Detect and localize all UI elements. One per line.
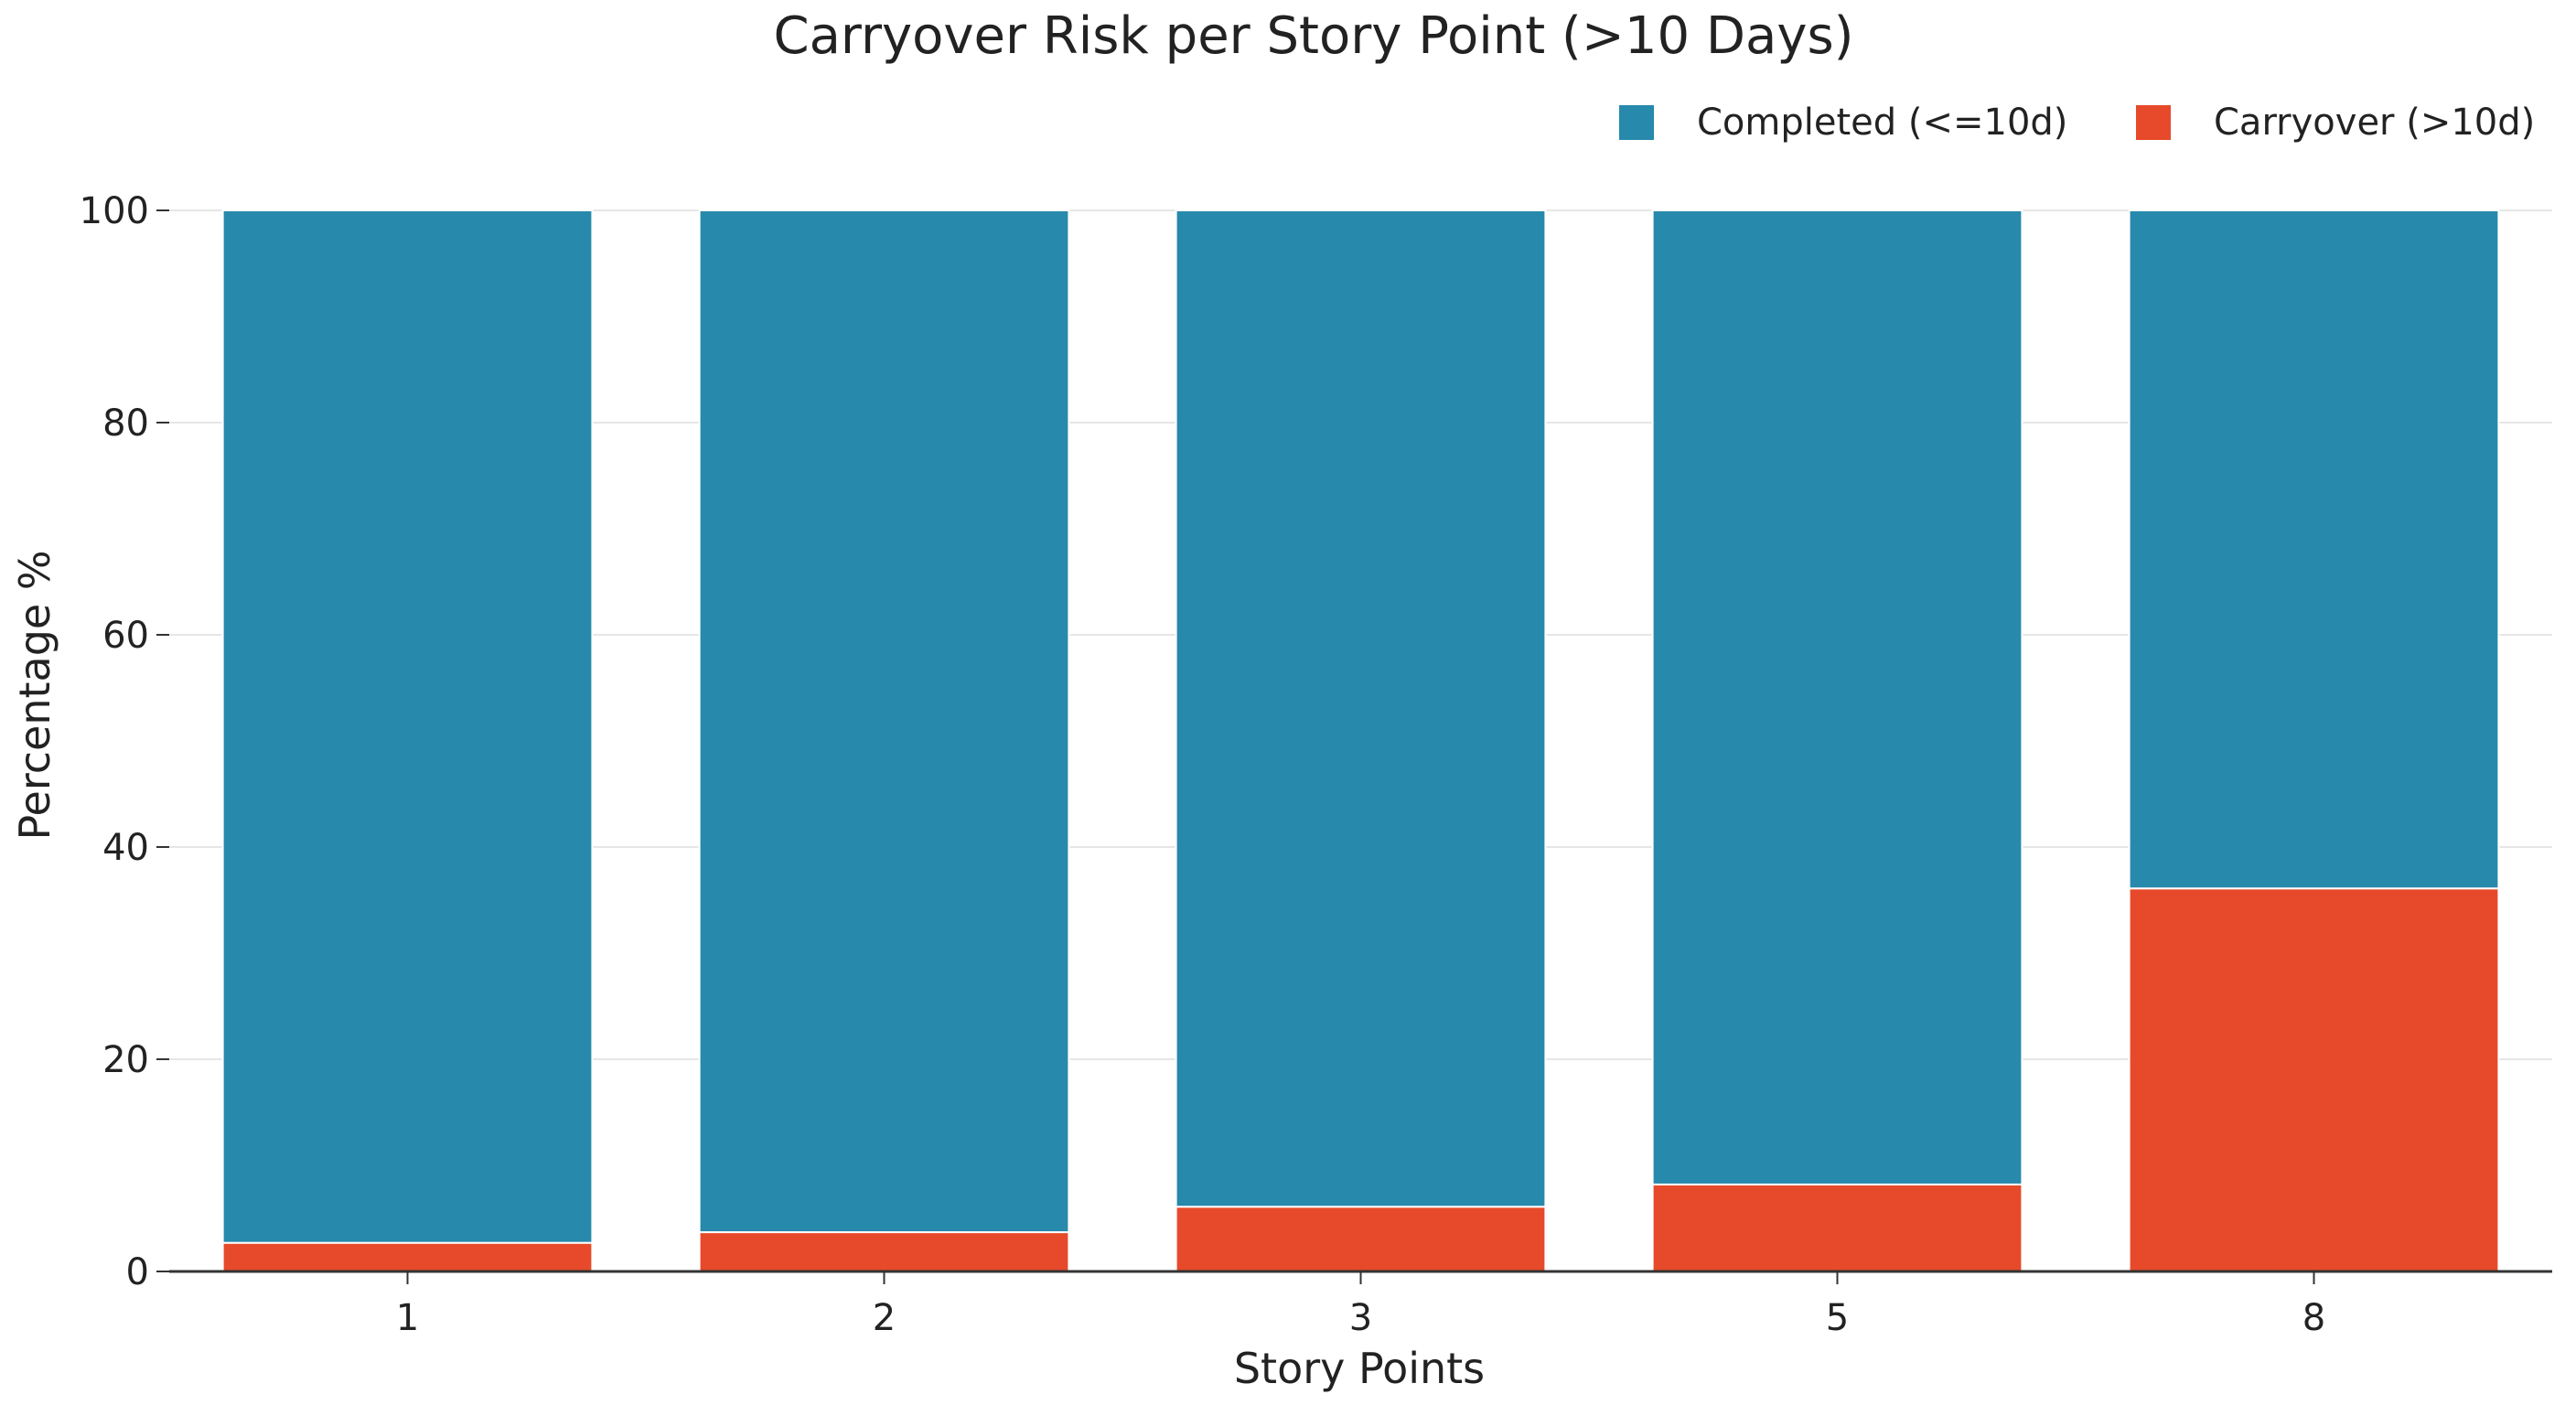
bar-completed-2 bbox=[698, 209, 1070, 1234]
x-axis-ticks: 1 2 3 5 8 bbox=[396, 1271, 2325, 1339]
x-tick-label: 2 bbox=[873, 1297, 896, 1339]
legend: Completed (<=10d) Carryover (>10d) bbox=[1619, 102, 2535, 144]
bar-carryover-1 bbox=[221, 1241, 594, 1273]
bar-carryover-8 bbox=[2128, 887, 2500, 1272]
y-tick-label: 60 bbox=[102, 615, 149, 657]
bar-completed-1 bbox=[221, 209, 594, 1244]
y-tick-label: 20 bbox=[102, 1039, 149, 1081]
y-tick-label: 40 bbox=[102, 827, 149, 869]
legend-label-completed: Completed (<=10d) bbox=[1697, 102, 2067, 144]
bar-completed-8 bbox=[2128, 209, 2500, 890]
bars bbox=[221, 209, 2500, 1273]
chart-title: Carryover Risk per Story Point (>10 Days… bbox=[773, 6, 1853, 66]
y-tick-label: 80 bbox=[102, 402, 149, 445]
y-tick-label: 100 bbox=[80, 190, 149, 232]
bar-carryover-2 bbox=[698, 1231, 1070, 1272]
y-tick-label: 0 bbox=[126, 1251, 149, 1293]
y-axis-label: Percentage % bbox=[10, 550, 59, 840]
x-axis-label: Story Points bbox=[1234, 1344, 1485, 1393]
x-tick-label: 5 bbox=[1826, 1297, 1849, 1339]
bar-completed-5 bbox=[1651, 209, 2023, 1185]
x-tick-label: 3 bbox=[1349, 1297, 1372, 1339]
legend-swatch-completed bbox=[1619, 105, 1654, 140]
bar-carryover-3 bbox=[1175, 1206, 1547, 1272]
legend-swatch-carryover bbox=[2136, 105, 2171, 140]
y-axis-ticks: 0 20 40 60 80 100 bbox=[80, 190, 169, 1293]
x-tick-label: 8 bbox=[2302, 1297, 2325, 1339]
legend-label-carryover: Carryover (>10d) bbox=[2214, 102, 2535, 144]
bar-carryover-5 bbox=[1651, 1183, 2023, 1273]
x-tick-label: 1 bbox=[396, 1297, 419, 1339]
bar-completed-3 bbox=[1175, 209, 1547, 1208]
